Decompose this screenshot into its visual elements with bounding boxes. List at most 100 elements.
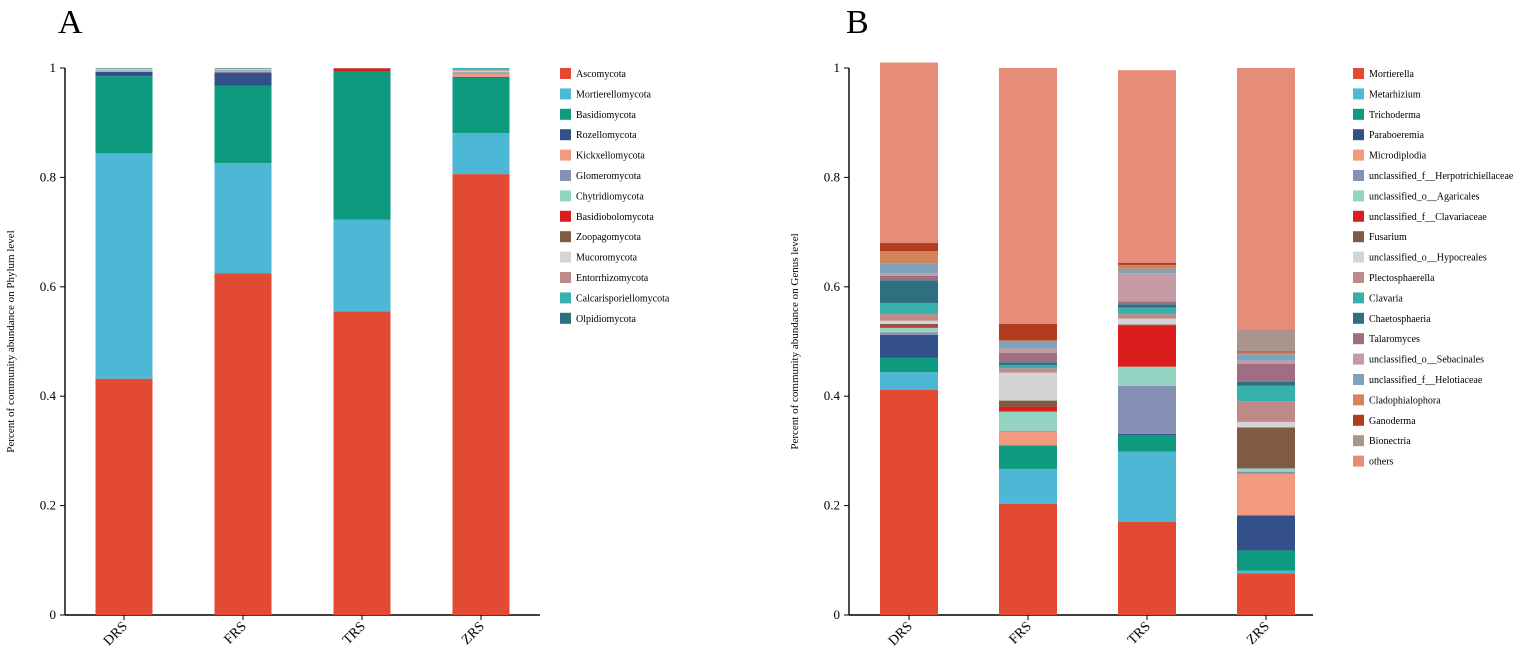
- bar-segment-fusarium: [880, 323, 938, 327]
- y-tick-label: 0: [834, 607, 841, 622]
- bar-segment-calcarisporiellomycota: [95, 68, 153, 69]
- legend-label: Rozellomycota: [576, 130, 637, 141]
- legend-label: unclassified_f__Clavariaceae: [1369, 212, 1487, 223]
- bar-segment-unclassified-f-clavariaceae: [1118, 325, 1176, 367]
- bar-segment-others: [1118, 70, 1176, 263]
- legend-label: unclassified_f__Helotiaceae: [1369, 375, 1483, 386]
- y-tick-label: 0.6: [824, 279, 841, 294]
- bar-segment-unclassified-o-hypocreales: [880, 320, 938, 324]
- bar-segment-mortierellomycota: [214, 163, 272, 274]
- bar-segment-unclassified-o-agaricales: [880, 327, 938, 333]
- y-tick-label: 0: [50, 607, 57, 622]
- bar-segment-ascomycota: [95, 378, 153, 615]
- legend-swatch: [1353, 210, 1364, 222]
- bar-segment-talaromyces: [999, 352, 1057, 363]
- y-tick-label: 0.2: [40, 498, 56, 513]
- bar-segment-unclassified-o-sebacinales: [1118, 273, 1176, 302]
- legend-label: Chaetosphaeria: [1369, 314, 1431, 325]
- bar-segment-basidiomycota: [333, 71, 391, 220]
- legend-label: Entorrhizomycota: [576, 273, 649, 284]
- bar-segment-trichoderma: [1237, 550, 1295, 571]
- bar-segment-cladophialophora: [1237, 352, 1295, 355]
- x-tick-label: ZRS: [459, 619, 488, 648]
- bar-segment-ascomycota: [452, 174, 510, 616]
- bar-segment-rozellomycota: [95, 71, 153, 77]
- bar-segment-paraboeremia: [1118, 433, 1176, 436]
- legend-swatch: [560, 129, 571, 141]
- bar-segment-unclassified-f-clavariaceae: [999, 406, 1057, 412]
- bar-segment-trichoderma: [999, 445, 1057, 469]
- y-tick-label: 0.4: [824, 388, 841, 403]
- x-tick-label: FRS: [222, 619, 250, 647]
- bar-segment-mortierellomycota: [95, 153, 153, 379]
- bar-segment-unclassified-o-agaricales: [1118, 366, 1176, 386]
- y-tick-label: 0.4: [40, 388, 57, 403]
- bar-segment-unclassified-f-herpotrichiellaceae: [880, 332, 938, 335]
- bar-segment-unclassified-o-sebacinales: [1237, 360, 1295, 364]
- bar-segment-unclassified-f-helotiaceae: [880, 263, 938, 274]
- legend-label: Mortierellomycota: [576, 89, 652, 100]
- legend-swatch: [1353, 68, 1364, 79]
- y-axis-title: Percent of community abundance on Genus …: [789, 233, 801, 449]
- x-tick-label: TRS: [1125, 619, 1154, 648]
- bar-segment-unclassified-o-agaricales: [1237, 468, 1295, 472]
- bar-segment-chaetosphaeria: [1237, 381, 1295, 386]
- bar-segment-ganoderma: [1237, 351, 1295, 353]
- bar-segment-glomeromycota: [214, 70, 272, 72]
- bar-segment-unclassified-f-helotiaceae: [1237, 354, 1295, 361]
- legend-label: Paraboeremia: [1369, 130, 1425, 141]
- y-axis-title: Percent of community abundance on Phylum…: [5, 230, 17, 452]
- legend-swatch: [1353, 353, 1364, 365]
- legend-label: others: [1369, 457, 1394, 468]
- legend-swatch: [560, 231, 571, 243]
- legend-swatch: [560, 210, 571, 222]
- legend-swatch: [1353, 149, 1364, 161]
- bar-segment-mortierella: [880, 389, 938, 615]
- legend-swatch: [1353, 374, 1364, 385]
- bar-segment-calcarisporiellomycota: [452, 68, 510, 70]
- genus-stacked-bar-chart: 0 0.2 0.4 0.6 0.8 1 Percent of community abund…: [789, 60, 1514, 649]
- bar-segment-plectosphaerella: [880, 314, 938, 321]
- bar-segment-clavaria: [1118, 307, 1176, 315]
- bar-segment-mortierella: [1118, 522, 1176, 615]
- legend-swatch: [560, 251, 571, 263]
- bar-segment-unclassified-f-herpotrichiellaceae: [1237, 471, 1295, 474]
- bar-segment-ascomycota: [333, 311, 391, 615]
- bar-segment-mucoromycota: [452, 70, 510, 72]
- bar-segment-microdiplodia: [1237, 473, 1295, 516]
- bar-segment-basidiomycota: [214, 85, 272, 164]
- y-tick-label: 0.8: [40, 169, 56, 184]
- bar-segment-chaetosphaeria: [880, 280, 938, 304]
- bar-segment-entorrhizomycota: [95, 68, 153, 70]
- bar-segment-clavaria: [1237, 385, 1295, 402]
- bar-segment-kickxellomycota: [452, 73, 510, 77]
- y-tick-label: 0.2: [824, 498, 840, 513]
- legend-swatch: [560, 68, 571, 79]
- legend-swatch: [1353, 455, 1364, 467]
- bar-segment-chaetosphaeria: [999, 362, 1057, 366]
- legend-label: Kickxellomycota: [576, 151, 645, 162]
- y-tick-label: 0.6: [40, 279, 57, 294]
- bar-segment-basidiomycota: [452, 77, 510, 134]
- bar-segment-fusarium: [1118, 324, 1176, 326]
- bar-segment-others: [880, 62, 938, 244]
- bar-segment-microdiplodia: [999, 431, 1057, 446]
- legend-swatch: [560, 292, 571, 304]
- legend-swatch: [1353, 435, 1364, 447]
- legend-label: Ascomycota: [576, 69, 627, 80]
- bar-segment-talaromyces: [1237, 363, 1295, 382]
- bar-segment-kickxellomycota: [95, 70, 153, 72]
- chart-panel-b: B 0 0.2 0.4 0.6 0.8 1 Percent of community abu…: [768, 0, 1535, 660]
- bar-segment-fusarium: [999, 400, 1057, 407]
- legend-swatch: [560, 108, 571, 120]
- bar-segment-kickxellomycota: [214, 71, 272, 73]
- bar-segment-unclassified-o-hypocreales: [999, 372, 1057, 401]
- legend-label: Trichoderma: [1369, 110, 1421, 121]
- legend-label: Basidiomycota: [576, 110, 637, 121]
- panel-letter: A: [58, 4, 83, 41]
- legend-label: Basidiobolomycota: [576, 212, 654, 223]
- legend-label: unclassified_o__Sebacinales: [1369, 355, 1484, 366]
- chart-panel-a: A 0 0.2 0.4 0.6 0.8 1 Percent of community abu…: [5, 4, 670, 649]
- bar-segment-mortierella: [1237, 573, 1295, 615]
- bar-segment-plectosphaerella: [1118, 314, 1176, 319]
